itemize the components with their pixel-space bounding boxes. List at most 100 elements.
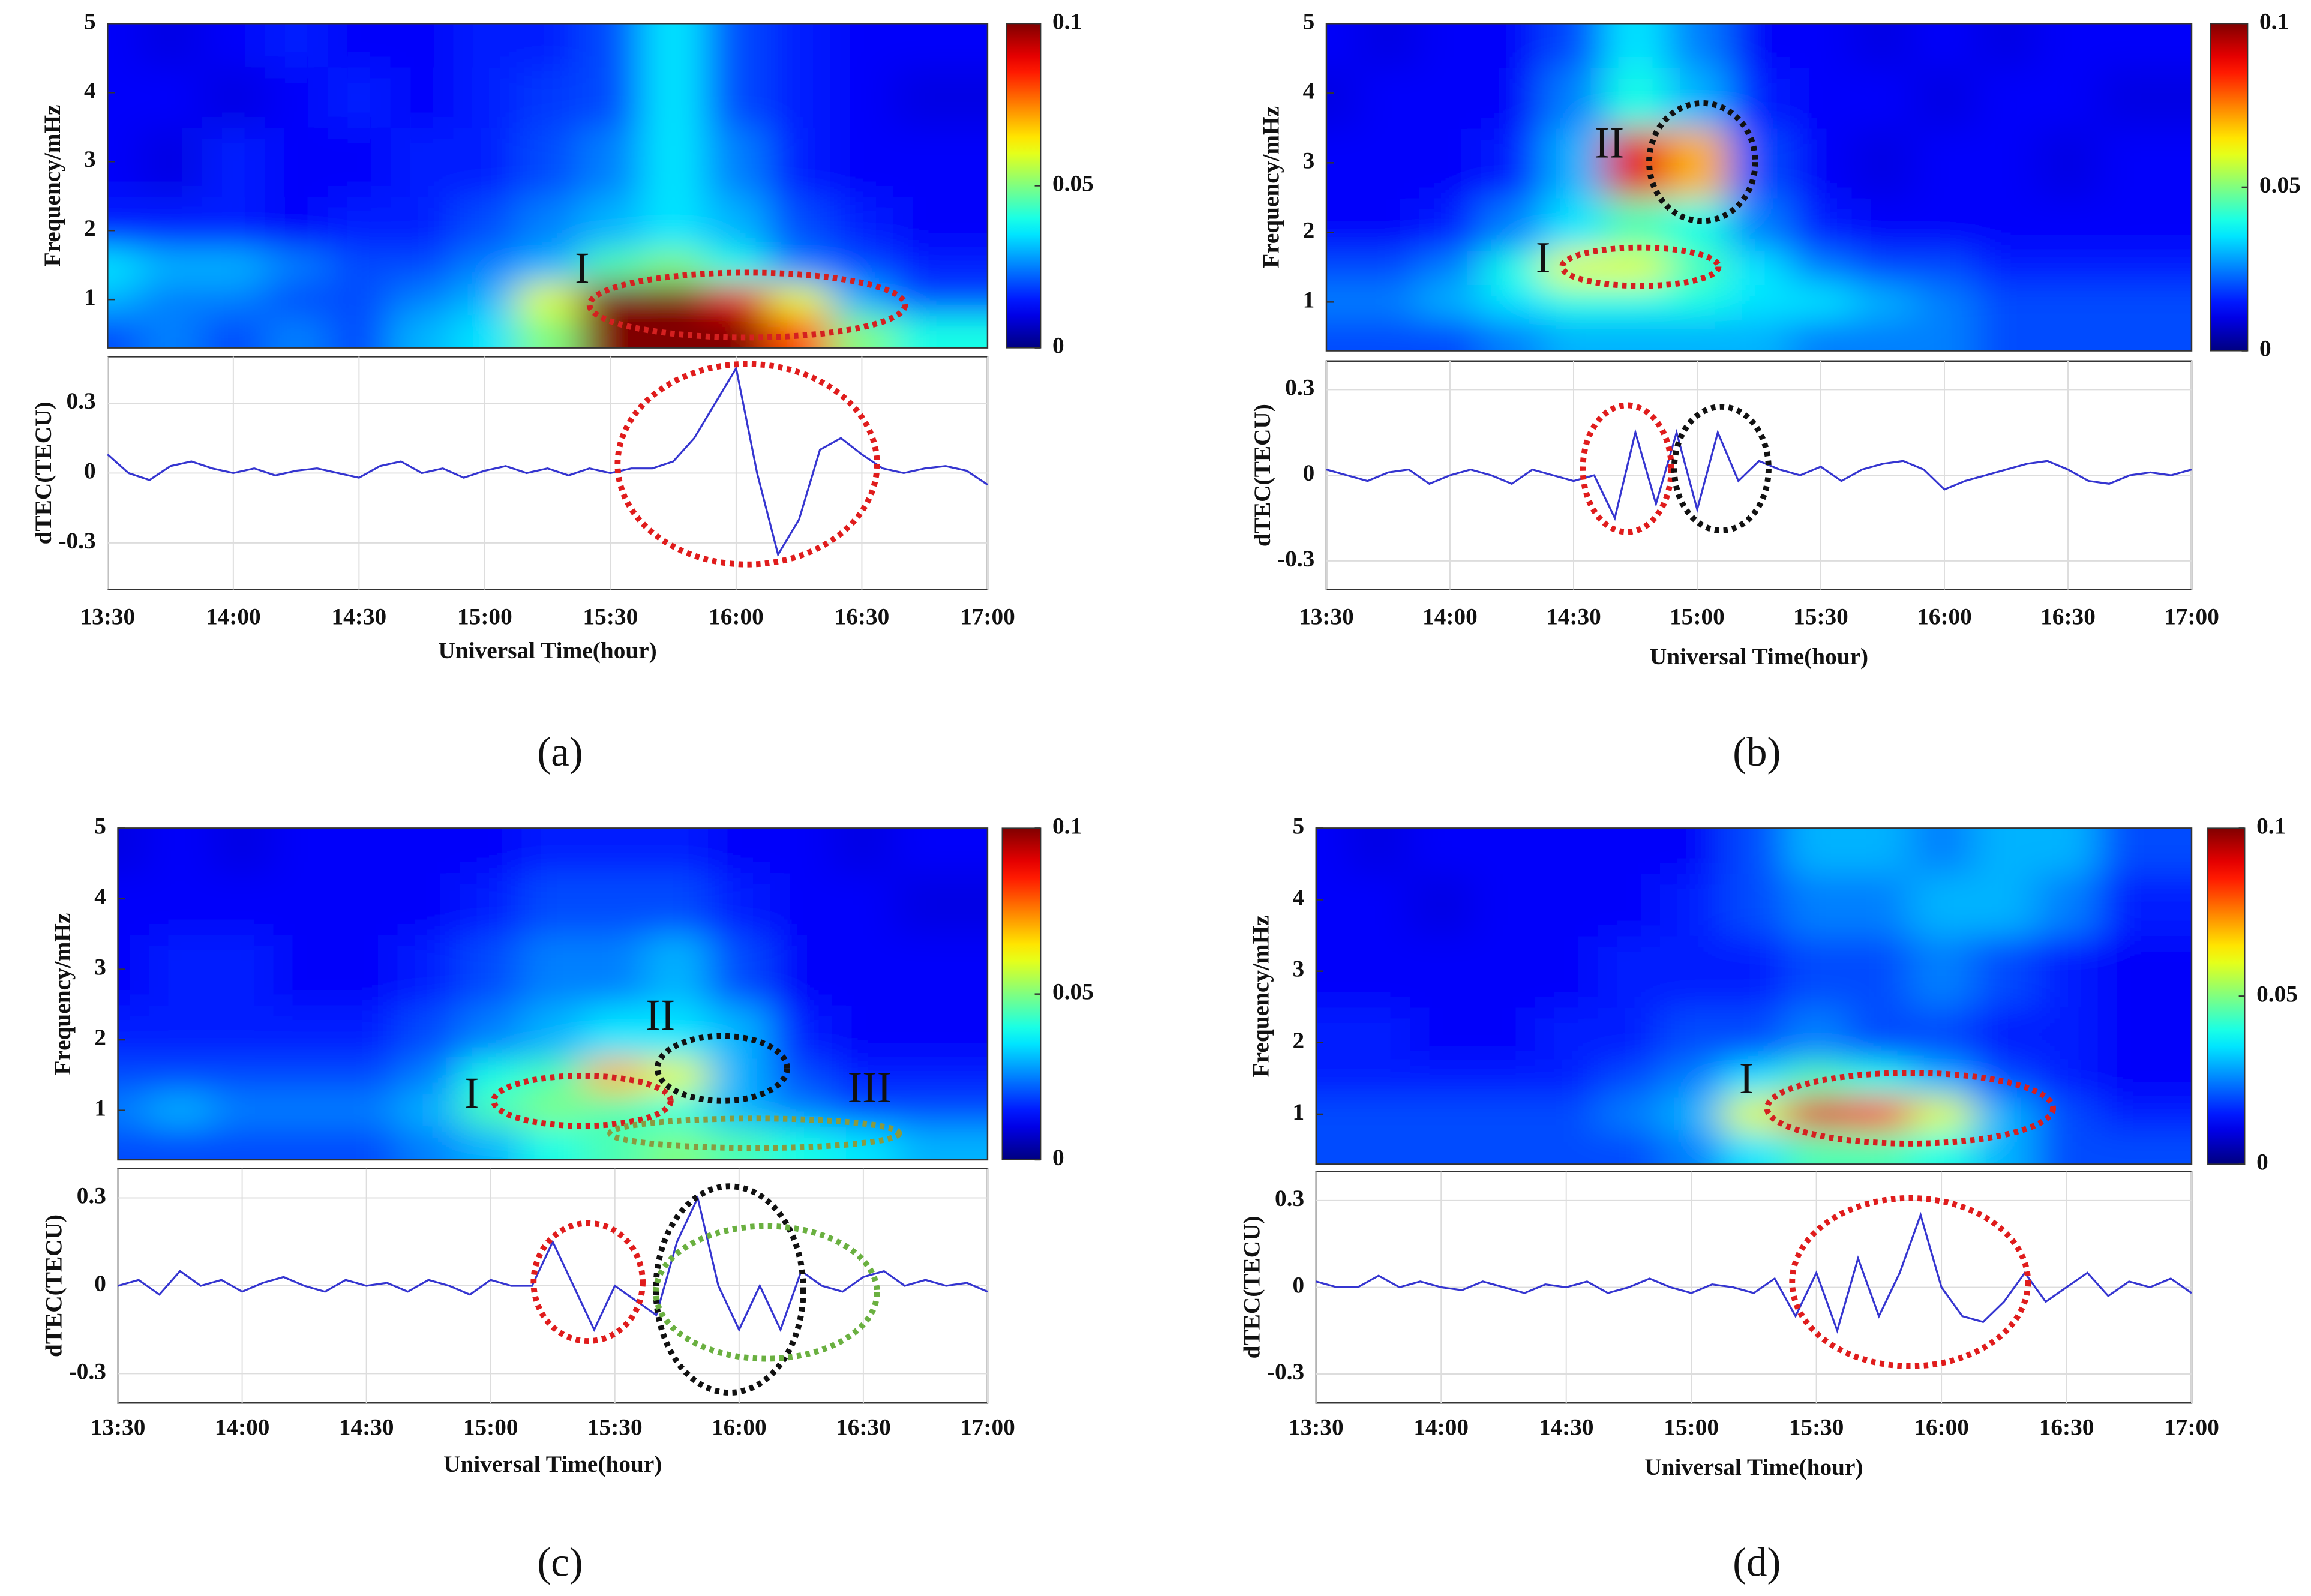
heatmap-cell (1472, 935, 1536, 1008)
x-tick-label: 16:00 (709, 604, 764, 630)
heatmap-cell (893, 23, 957, 68)
heatmap-cell (1913, 250, 1976, 286)
heatmap-cell (2099, 250, 2162, 286)
heatmap-cell (1535, 1130, 1599, 1165)
heatmap-cell (2160, 197, 2192, 251)
heatmap-cell (265, 67, 329, 128)
heatmap-cell (893, 127, 957, 197)
y-tick-label: 0.3 (1285, 374, 1314, 400)
heatmap-cell (956, 247, 988, 283)
heatmap-cell (1851, 197, 1914, 251)
heatmap-cell (335, 1126, 398, 1160)
x-axis-label: Universal Time(hour) (439, 637, 657, 664)
heatmap-cell (139, 67, 203, 128)
heatmap-cell (767, 67, 832, 128)
heatmap-cell (646, 828, 709, 874)
heatmap-cell (1851, 317, 1914, 351)
colorbar-tick-label: 0.05 (2256, 980, 2298, 1007)
heatmap-cell (956, 1004, 988, 1058)
plot-frame (107, 23, 989, 349)
heatmap-cell (1728, 284, 1791, 319)
heatmap-cell (327, 315, 391, 348)
heatmap-cell (956, 1057, 988, 1094)
heatmap-cell (708, 1004, 771, 1058)
heatmap-cell (516, 247, 580, 283)
heatmap-cell (1357, 284, 1420, 319)
heatmap-cells (1316, 828, 2192, 1165)
x-tick-label: 14:30 (332, 604, 387, 630)
heatmap-cell (2037, 284, 2100, 319)
x-tick-label: 14:00 (215, 1414, 270, 1440)
heatmap-cell (646, 1004, 709, 1058)
heatmap-cell (1604, 284, 1667, 319)
heatmap-cell (1847, 1130, 1911, 1165)
heatmap-cell (1851, 250, 1914, 286)
heatmap-cell (1472, 1060, 1536, 1097)
heatmap-cell (894, 1057, 958, 1094)
heatmap-cell (453, 196, 517, 249)
heatmap-cell (459, 1004, 523, 1058)
heatmap-cell (2037, 67, 2100, 129)
y-tick-label: 5 (1292, 812, 1304, 839)
heatmap-cell (1660, 872, 1724, 937)
heatmap-cell (459, 872, 523, 935)
y-tick-label: -0.3 (58, 527, 95, 554)
heatmap-cell (1357, 23, 1420, 68)
heatmap-cell (2160, 1096, 2192, 1131)
plot-frame (117, 827, 989, 1161)
heatmap-cell (390, 282, 454, 316)
heatmap-cell (1316, 1060, 1349, 1097)
heatmap-cell (335, 934, 398, 1006)
heatmap-cell (1785, 1096, 1848, 1131)
heatmap-cell (1472, 1130, 1536, 1165)
heatmap-cell (1910, 1130, 1974, 1165)
heatmap-cell (1481, 23, 1544, 68)
heatmap-cell (1357, 197, 1420, 251)
heatmap-cell (704, 23, 769, 68)
heatmap-cell (1410, 1096, 1473, 1131)
heatmap-cell (335, 1057, 398, 1094)
y-tick-label: -0.3 (1277, 545, 1314, 572)
heatmap-cell (390, 247, 454, 283)
heatmap-cell (2035, 828, 2099, 874)
heatmap-cell (1660, 1060, 1724, 1097)
y-tick-label: 2 (1303, 217, 1315, 243)
heatmap-cells (118, 828, 988, 1160)
heatmap-cell (2160, 828, 2192, 874)
heatmap-cell (118, 872, 150, 935)
x-tick-label: 13:30 (1289, 1414, 1344, 1440)
heatmap-cell (1410, 935, 1473, 1008)
heatmap-cell (149, 1057, 212, 1094)
heatmap-cell (770, 1057, 833, 1094)
heatmap-cell (830, 23, 895, 68)
y-axis-label: Frequency/mHz (1258, 106, 1284, 268)
annotation-label: I (1536, 233, 1551, 282)
heatmap-cell (832, 828, 895, 874)
heatmap-cell (956, 934, 988, 1006)
y-tick-label: 3 (1292, 956, 1304, 982)
heatmap-cell (1472, 828, 1536, 874)
heatmap-cell (2099, 197, 2162, 251)
heatmap-cell (516, 315, 580, 348)
x-tick-label: 16:00 (1914, 1414, 1969, 1440)
heatmap-cell (2037, 23, 2100, 68)
highlight-ellipse (614, 361, 880, 568)
heatmap-cell (770, 1126, 833, 1160)
heatmap-cell (830, 247, 895, 283)
heatmap-cell (139, 127, 203, 197)
heatmap-cell (767, 23, 832, 68)
heatmap-cell (1913, 317, 1976, 351)
heatmap-cell (1604, 250, 1667, 286)
heatmap-cell (1347, 872, 1411, 937)
heatmap-cell (453, 23, 517, 68)
heatmap-cell (390, 67, 454, 128)
heatmap-cell (2037, 250, 2100, 286)
y-axis-label: Frequency/mHz (49, 913, 76, 1075)
heatmap-cell (1847, 828, 1911, 874)
y-tick-label: 4 (84, 77, 96, 103)
heatmap-cell (107, 67, 140, 128)
heatmap-cell (149, 1004, 212, 1058)
heatmap-cell (1722, 1007, 1786, 1061)
heatmap-cell (2035, 1130, 2099, 1165)
colorbar-tick-label: 0.1 (1052, 812, 1082, 839)
